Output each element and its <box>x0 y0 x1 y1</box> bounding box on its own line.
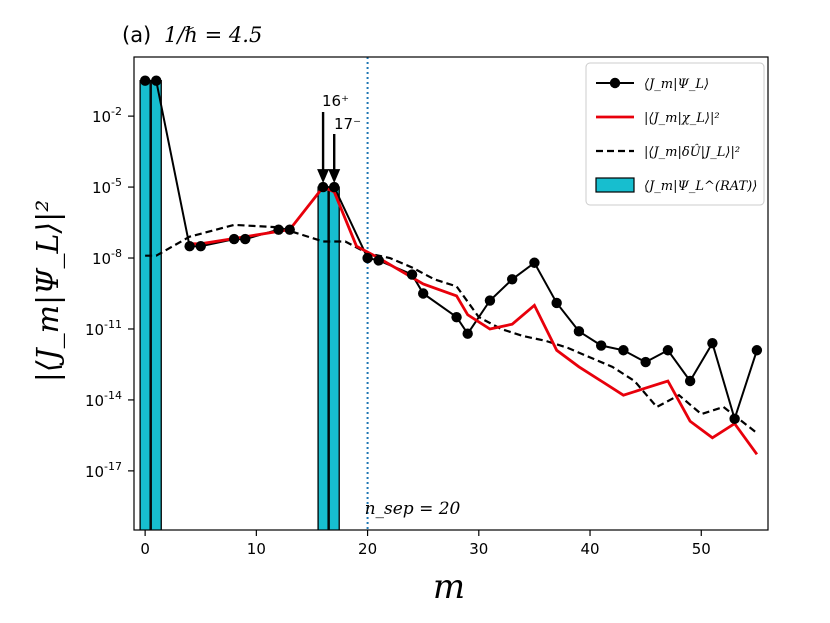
rat-bar <box>317 186 329 530</box>
dots-series-point <box>373 255 384 266</box>
y-tick-label: 10-5 <box>92 176 122 197</box>
dots-series-point <box>506 274 518 285</box>
chart-title: 1/ℏ = 4.5 <box>164 23 262 47</box>
dots-series-point <box>284 224 295 235</box>
x-tick-label: 50 <box>692 540 711 558</box>
x-tick-label: 20 <box>358 540 377 558</box>
dots-series-point <box>462 328 473 339</box>
dots-series-point <box>684 375 696 387</box>
legend-swatch-bar <box>595 177 635 193</box>
arrow-16-head <box>317 169 330 184</box>
plot-frame <box>133 56 769 531</box>
y-tick-label: 10-8 <box>92 247 122 268</box>
separatrix-label: n_sep = 20 <box>365 499 461 519</box>
arrow-17-head <box>328 169 341 184</box>
red-series-line <box>189 185 759 456</box>
y-axis-label: |⟨J_m|Ψ_L⟩|² <box>31 200 66 382</box>
y-tick-label: 10-11 <box>85 318 122 339</box>
legend: ⟨J_m|Ψ_L⟩ |⟨J_m|χ_L⟩|² |⟨J_m|δÛ|J_L⟩|² ⟨J_m… <box>585 62 765 206</box>
dots-series-point <box>195 241 206 252</box>
legend-label: |⟨J_m|δÛ|J_L⟩|² <box>644 143 740 160</box>
rat-bar <box>328 186 340 530</box>
x-tick-label: 40 <box>580 540 599 558</box>
arrow-17-label: 17⁻ <box>334 115 361 133</box>
panel-label: (a) <box>122 23 151 47</box>
dots-series-point <box>729 413 740 425</box>
dots-series-point <box>551 297 562 309</box>
dots-series-point <box>751 345 763 356</box>
x-tick-label: 30 <box>469 540 488 558</box>
y-tick-label: 10-2 <box>92 105 122 126</box>
dots-series-point <box>273 224 284 235</box>
dots-series-point <box>184 241 195 252</box>
legend-label: ⟨J_m|Ψ_L^(RAT)⟩ <box>644 179 757 194</box>
legend-box <box>585 62 765 206</box>
dots-series-point <box>240 233 251 245</box>
rat-bar <box>139 80 151 530</box>
dots-series-point <box>362 252 373 264</box>
dots-series-point <box>595 340 607 351</box>
dots-series-point <box>139 75 151 86</box>
legend-label: |⟨J_m|χ_L⟩|² <box>644 111 720 126</box>
dots-series-point <box>329 181 340 193</box>
dots-series-point <box>529 257 540 268</box>
x-tick-label: 10 <box>247 540 266 558</box>
dashed-series-line <box>145 223 758 434</box>
x-tick-label: 0 <box>140 540 150 558</box>
y-tick-label: 10-17 <box>85 460 122 481</box>
dots-series-point <box>707 337 718 349</box>
rat-bar <box>150 80 162 530</box>
dots-series-point <box>228 233 240 245</box>
dots-series-point <box>640 356 651 368</box>
dots-series-point <box>151 75 162 86</box>
dots-series-point <box>451 311 462 323</box>
dots-series-point <box>317 181 329 193</box>
dots-series-point <box>417 288 429 299</box>
dots-series-point <box>484 295 496 306</box>
y-tick-label: 10-14 <box>85 389 122 410</box>
plot-area: 16⁺ 17⁻ n_sep = 20 <box>139 57 763 530</box>
plot-inner <box>139 57 763 530</box>
axes: 0 10 20 30 40 50 10-2 10-5 10-8 10-11 10-14 10-17 <box>85 56 769 558</box>
dots-series-point <box>406 269 418 280</box>
arrow-16-label: 16⁺ <box>322 92 349 110</box>
dots-series-point <box>573 326 585 337</box>
dots-series-point <box>662 345 674 356</box>
legend-swatch-dot <box>609 77 621 89</box>
legend-label: ⟨J_m|Ψ_L⟩ <box>644 77 709 92</box>
dots-series-point <box>618 345 629 356</box>
x-axis-label: m <box>433 567 465 607</box>
